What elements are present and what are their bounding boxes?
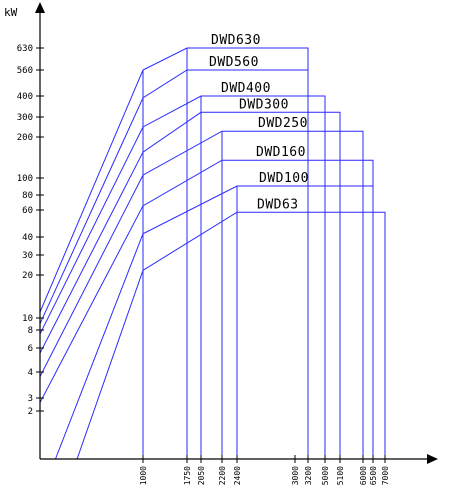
x-tick-label: 1000 bbox=[139, 466, 148, 485]
series-dwd300: DWD300 bbox=[39, 97, 341, 459]
series-label: DWD400 bbox=[221, 81, 271, 96]
y-tick: 3 bbox=[28, 394, 44, 404]
x-tick-label: 2200 bbox=[218, 466, 227, 485]
y-tick: 6 bbox=[28, 344, 44, 354]
y-tick-label: 60 bbox=[22, 206, 33, 216]
series-label: DWD63 bbox=[257, 197, 299, 212]
y-tick: 630 bbox=[17, 44, 44, 54]
y-tick: 400 bbox=[17, 92, 44, 102]
y-tick-label: 630 bbox=[17, 44, 33, 54]
y-tick: 40 bbox=[22, 233, 44, 243]
series-dwd63: DWD63 bbox=[76, 197, 386, 460]
y-tick: 80 bbox=[22, 191, 44, 201]
y-tick-label: 6 bbox=[28, 344, 33, 354]
x-tick-label: 6500 bbox=[369, 466, 378, 485]
y-tick-label: 10 bbox=[22, 314, 33, 324]
axis-layer: kW bbox=[4, 2, 438, 464]
y-tick-labels: 630 560 400 300 200 100 80 60 40 30 20 10 8 6 4 3 2 bbox=[17, 44, 44, 417]
x-tick-label: 5100 bbox=[336, 466, 345, 485]
series-label: DWD160 bbox=[256, 145, 306, 160]
y-tick: 200 bbox=[17, 133, 44, 143]
series-line bbox=[39, 159, 374, 459]
x-tick: 5000 bbox=[321, 455, 330, 485]
y-tick-label: 200 bbox=[17, 133, 33, 143]
x-tick: 3200 bbox=[304, 455, 313, 485]
series-label: DWD560 bbox=[209, 55, 259, 70]
y-tick-label: 20 bbox=[22, 271, 33, 281]
y-tick-label: 3 bbox=[28, 394, 33, 404]
y-tick-label: 560 bbox=[17, 66, 33, 76]
x-tick-label: 3000 bbox=[291, 466, 300, 485]
y-axis-unit-label: kW bbox=[4, 6, 18, 19]
series-label: DWD300 bbox=[239, 97, 289, 112]
y-tick: 4 bbox=[28, 368, 44, 378]
x-tick-label: 2050 bbox=[197, 466, 206, 485]
x-tick: 6000 bbox=[359, 455, 368, 485]
x-tick: 3000 bbox=[291, 455, 300, 485]
y-tick-label: 8 bbox=[28, 326, 33, 336]
y-tick: 2 bbox=[28, 407, 44, 417]
x-tick: 2050 bbox=[197, 455, 206, 485]
y-tick: 20 bbox=[22, 271, 44, 281]
series-label: DWD630 bbox=[211, 33, 261, 48]
y-tick: 8 bbox=[28, 326, 44, 336]
y-tick-label: 40 bbox=[22, 233, 33, 243]
x-tick: 7000 bbox=[381, 455, 390, 485]
y-axis-arrow bbox=[35, 2, 45, 13]
x-tick-label: 2400 bbox=[233, 466, 242, 485]
x-tick-label: 3200 bbox=[304, 466, 313, 485]
x-tick-label: 6000 bbox=[359, 466, 368, 485]
x-tick: 2400 bbox=[233, 455, 242, 485]
x-tick: 2200 bbox=[218, 455, 227, 485]
y-tick-label: 400 bbox=[17, 92, 33, 102]
y-tick: 10 bbox=[22, 314, 44, 324]
x-tick: 6500 bbox=[369, 455, 378, 485]
y-tick: 60 bbox=[22, 206, 44, 216]
series-line bbox=[39, 111, 341, 459]
x-tick: 1000 bbox=[139, 455, 148, 485]
y-tick: 100 bbox=[17, 174, 44, 184]
series-dwd160: DWD160 bbox=[39, 145, 374, 459]
x-tick-label: 7000 bbox=[381, 466, 390, 485]
x-tick: 1750 bbox=[183, 455, 192, 485]
x-axis-arrow bbox=[427, 454, 438, 464]
series-label: DWD100 bbox=[259, 171, 309, 186]
x-tick: 5100 bbox=[336, 455, 345, 485]
y-tick-label: 2 bbox=[28, 407, 33, 417]
y-tick-label: 30 bbox=[22, 251, 33, 261]
y-tick: 30 bbox=[22, 251, 44, 261]
series-dwd560: DWD560 bbox=[39, 55, 309, 459]
x-tick-label: 5000 bbox=[321, 466, 330, 485]
y-tick-label: 100 bbox=[17, 174, 33, 184]
x-tick-labels: 1000 1750 2050 2200 2400 3000 3200 5000 5100 6000… bbox=[139, 455, 390, 485]
series-label: DWD250 bbox=[258, 116, 308, 131]
y-tick-label: 4 bbox=[28, 368, 33, 378]
x-tick-label: 1750 bbox=[183, 466, 192, 485]
y-tick: 300 bbox=[17, 113, 44, 123]
series-line bbox=[76, 211, 386, 460]
y-tick-label: 80 bbox=[22, 191, 33, 201]
y-tick: 560 bbox=[17, 66, 44, 76]
y-tick-label: 300 bbox=[17, 113, 33, 123]
